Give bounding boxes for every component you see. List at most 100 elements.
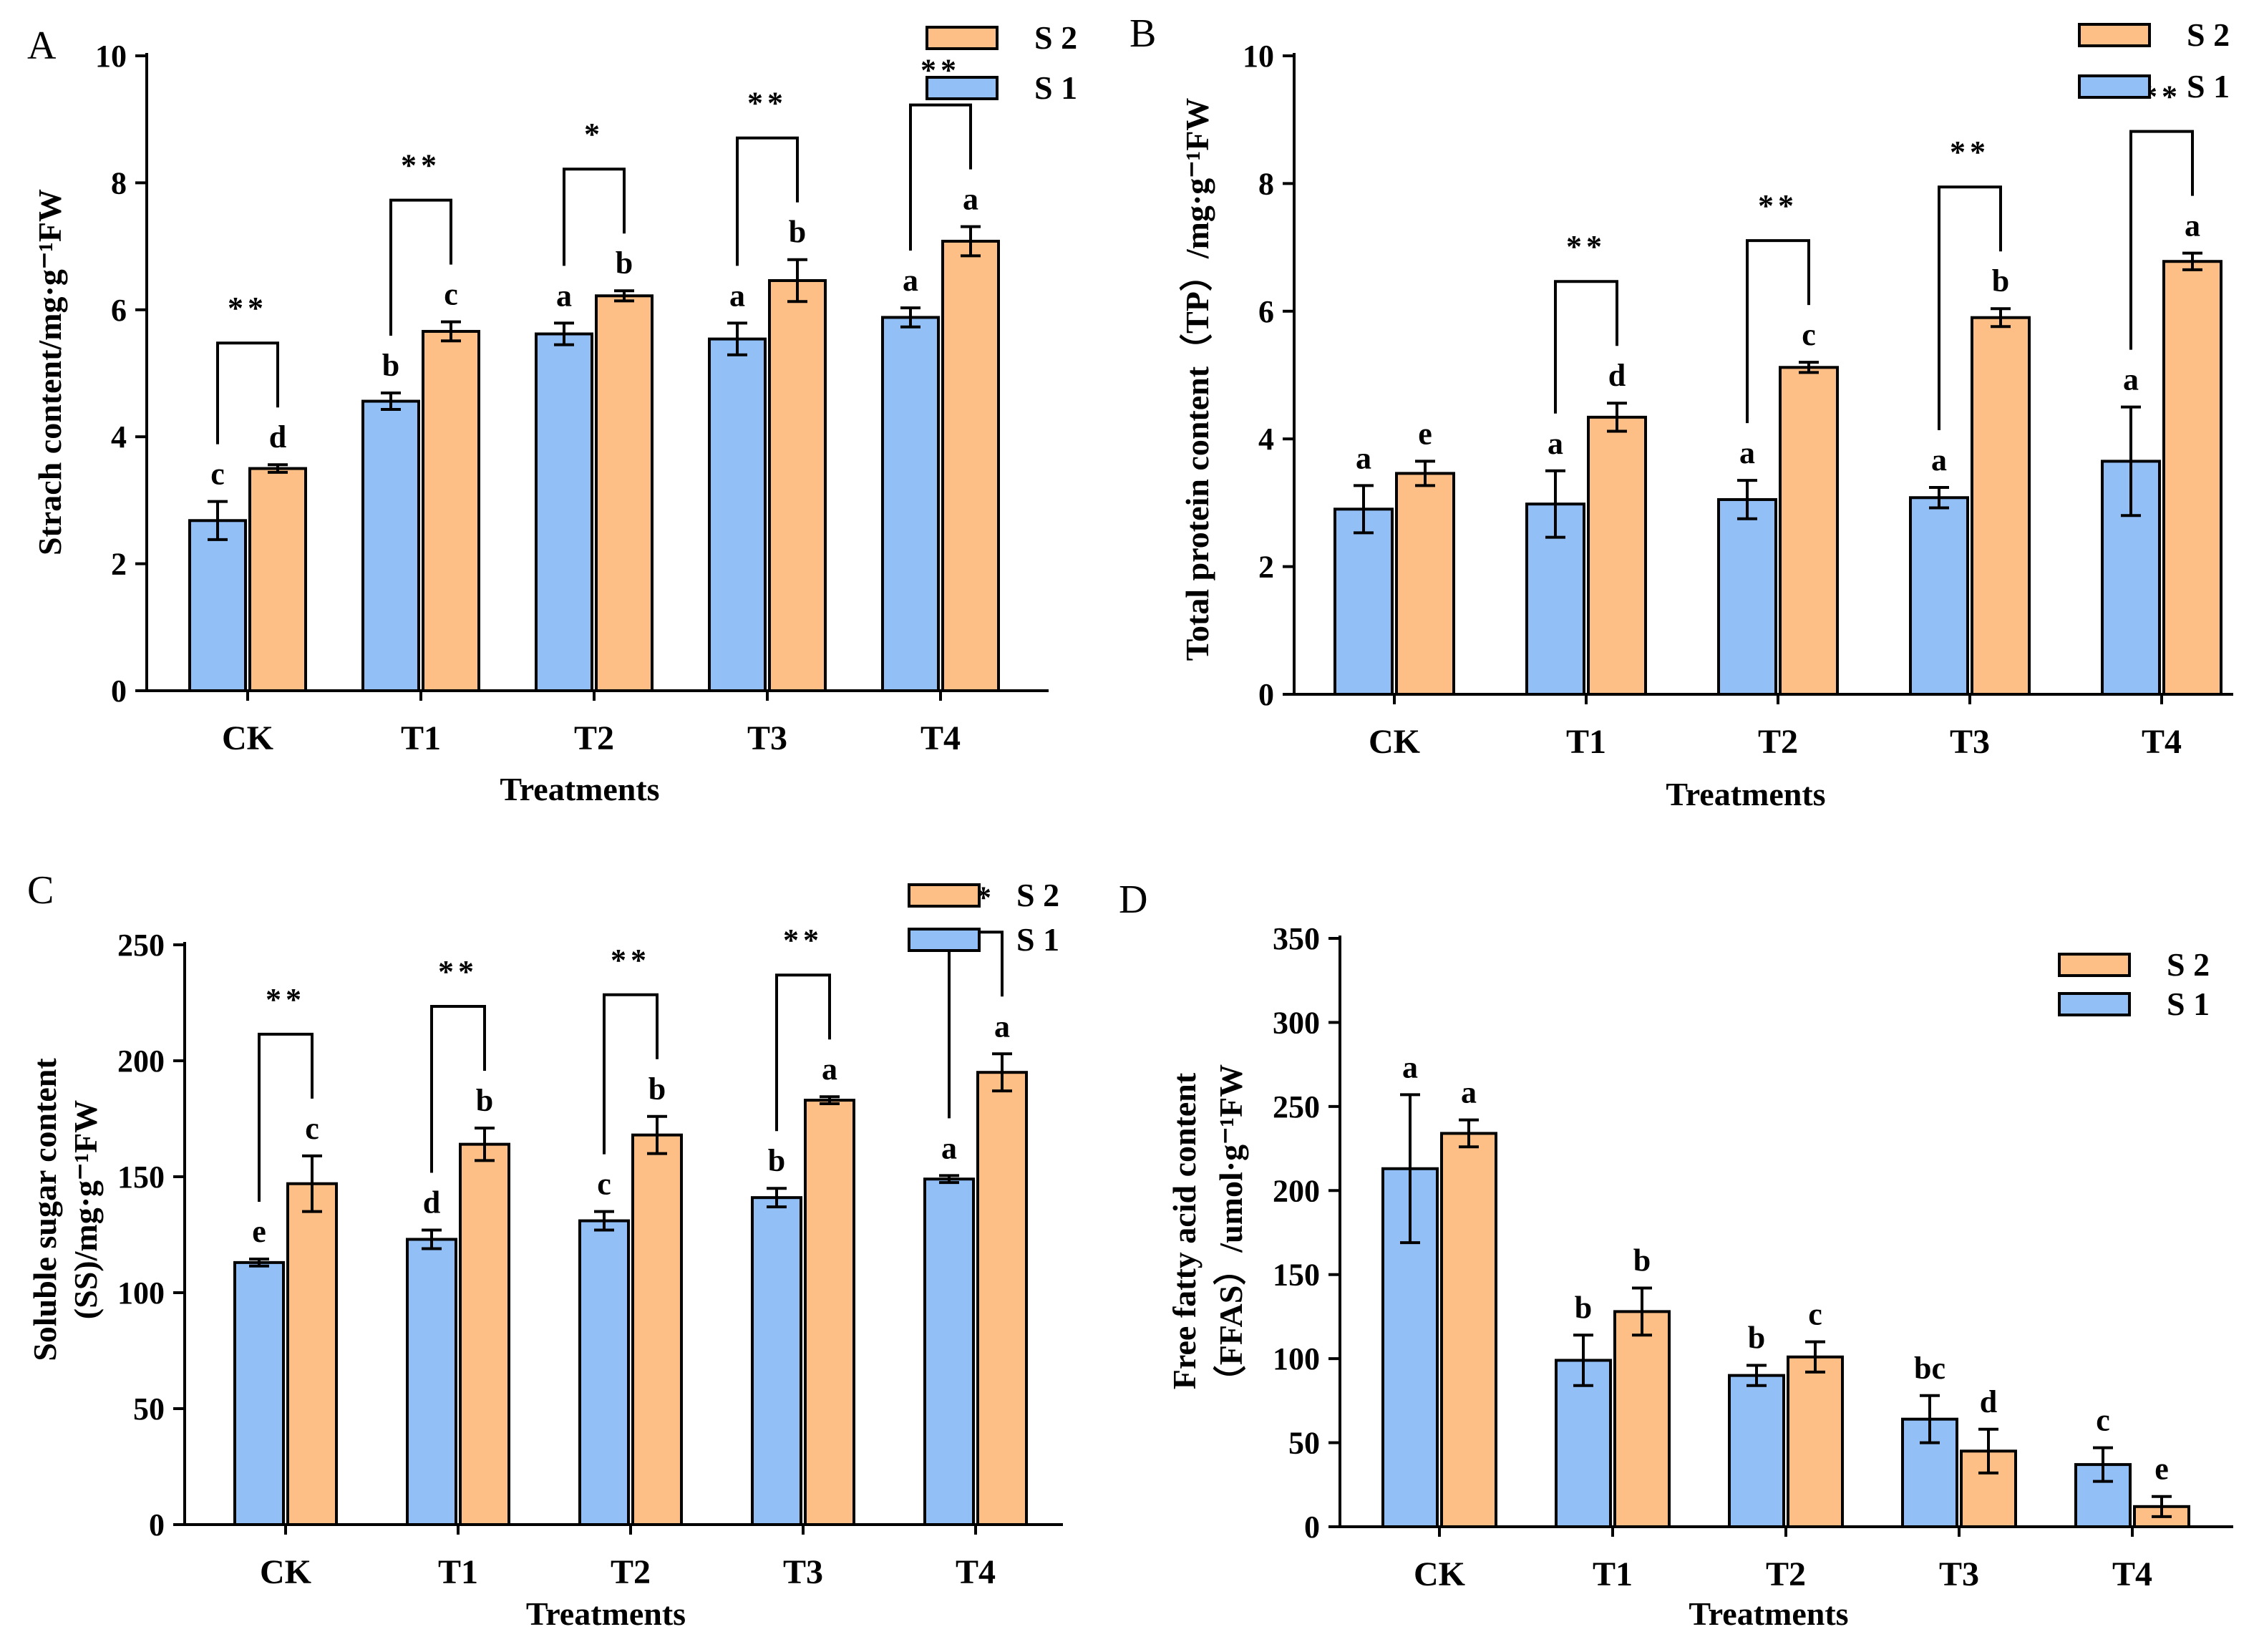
legend-swatch-s2 — [908, 883, 981, 908]
y-tick-label: 150 — [117, 1160, 165, 1195]
significance-bracket — [216, 341, 279, 444]
y-tick-label: 50 — [133, 1391, 165, 1427]
significance-letter: c — [597, 1167, 611, 1202]
significance-letter: a — [994, 1009, 1010, 1044]
y-tick-label: 10 — [95, 39, 127, 74]
significance-stars: ** — [747, 86, 787, 121]
significance-bracket — [430, 1004, 486, 1173]
bar-s1-ck — [1333, 507, 1394, 696]
x-tick-label: CK — [1369, 723, 1420, 761]
significance-letter: b — [1575, 1290, 1592, 1325]
x-tick-label: CK — [1414, 1555, 1465, 1593]
bar-s2-t2 — [631, 1133, 683, 1527]
bar-s2-t2 — [595, 294, 654, 692]
significance-letter: e — [252, 1214, 266, 1249]
bar-s2-t3 — [804, 1099, 855, 1526]
y-tick-label: 8 — [111, 165, 127, 200]
legend-label: S 1 — [1016, 921, 1059, 958]
x-axis-title: Treatments — [1689, 1595, 1848, 1632]
significance-letter: a — [2185, 208, 2200, 243]
x-tick-label: T4 — [920, 719, 961, 757]
significance-letter: b — [768, 1143, 785, 1178]
bar-s2-t1 — [1613, 1310, 1671, 1528]
y-tick-label: 150 — [1273, 1258, 1320, 1293]
bar-s2-ck — [248, 467, 307, 692]
significance-stars: ** — [1950, 135, 1990, 170]
significance-letter: c — [210, 457, 225, 492]
significance-letter: a — [1356, 440, 1371, 475]
chart-panel-c: 0 50 100 150 200 250 e c CK ** d b T1 ** c b T2 ** b a T3 ** a… — [26, 877, 1063, 1632]
legend-swatch-s1 — [926, 76, 999, 100]
x-tick-label: T3 — [1950, 723, 1990, 761]
significance-letter: a — [729, 278, 745, 313]
significance-letter: c — [1802, 317, 1816, 352]
bar-s2-ck — [1440, 1132, 1497, 1529]
x-tick-label: T4 — [2142, 723, 2182, 761]
bar-s2-t4 — [941, 240, 1000, 692]
bar-s1-t2 — [535, 332, 593, 692]
significance-bracket — [1938, 185, 2002, 430]
significance-stars: ** — [783, 923, 823, 958]
x-tick-label: T2 — [1758, 723, 1798, 761]
significance-letter: d — [1980, 1384, 1997, 1419]
significance-letter: c — [2096, 1403, 2110, 1438]
significance-letter: b — [1992, 263, 2009, 298]
bar-s2-t4 — [976, 1071, 1028, 1526]
bar-s1-t2 — [578, 1219, 630, 1527]
y-tick-label: 300 — [1273, 1005, 1320, 1040]
significance-bracket — [775, 973, 831, 1132]
x-tick-label: T1 — [1593, 1555, 1633, 1593]
significance-stars: ** — [611, 943, 651, 978]
significance-letter: b — [1748, 1321, 1765, 1356]
y-tick-label: 200 — [1273, 1173, 1320, 1208]
significance-letter: e — [1418, 416, 1432, 451]
significance-stars: ** — [438, 954, 478, 989]
significance-bracket — [603, 993, 659, 1155]
significance-stars: * — [584, 117, 604, 152]
y-tick-label: 10 — [1243, 39, 1274, 74]
significance-letter: a — [2123, 362, 2139, 397]
legend-label: S 2 — [1034, 19, 1077, 56]
panel-letter-c: C — [27, 868, 54, 913]
bar-s1-ck — [188, 519, 247, 692]
bar-s1-t3 — [1909, 496, 1969, 696]
significance-letter: bc — [1914, 1351, 1945, 1386]
legend-label: S 2 — [2167, 946, 2210, 983]
x-axis-title: Treatments — [526, 1595, 686, 1632]
x-tick-label: T1 — [401, 719, 441, 757]
bar-s2-t3 — [1971, 316, 2031, 696]
legend-label: S 1 — [1034, 69, 1077, 106]
significance-letter: b — [616, 246, 633, 281]
bar-s1-t1 — [1555, 1359, 1612, 1529]
significance-letter: d — [423, 1185, 440, 1220]
x-tick-label: CK — [222, 719, 273, 757]
significance-letter: a — [822, 1051, 837, 1087]
y-tick-label: 100 — [1273, 1341, 1320, 1376]
y-tick-label: 250 — [117, 928, 165, 963]
y-tick-label: 250 — [1273, 1089, 1320, 1124]
x-tick-label: T4 — [956, 1553, 996, 1591]
significance-letter: a — [963, 182, 978, 217]
x-axis-title: Treatments — [1666, 776, 1825, 812]
panel-letter-d: D — [1119, 878, 1147, 922]
significance-letter: b — [476, 1083, 493, 1118]
x-tick-label: T1 — [1566, 723, 1606, 761]
significance-bracket — [1746, 239, 1810, 424]
significance-stars: ** — [266, 982, 306, 1017]
y-axis-title: Strach content/mg·g⁻¹FW — [31, 189, 68, 555]
y-tick-label: 6 — [111, 293, 127, 328]
bar-s2-ck — [286, 1182, 338, 1526]
y-tick-label: 4 — [111, 419, 127, 455]
x-tick-label: T2 — [611, 1553, 651, 1591]
y-axis-title: Total protein content（TP）/mg·g⁻¹FW — [1179, 98, 1215, 661]
significance-letter: b — [382, 348, 399, 383]
bar-s2-t2 — [1779, 366, 1839, 696]
bar-s1-t4 — [2101, 460, 2161, 696]
y-tick-label: 6 — [1258, 294, 1274, 329]
significance-bracket — [2129, 130, 2194, 350]
bar-s2-ck — [1395, 472, 1455, 696]
legend-label: S 1 — [2187, 68, 2230, 105]
significance-stars: ** — [401, 148, 441, 183]
